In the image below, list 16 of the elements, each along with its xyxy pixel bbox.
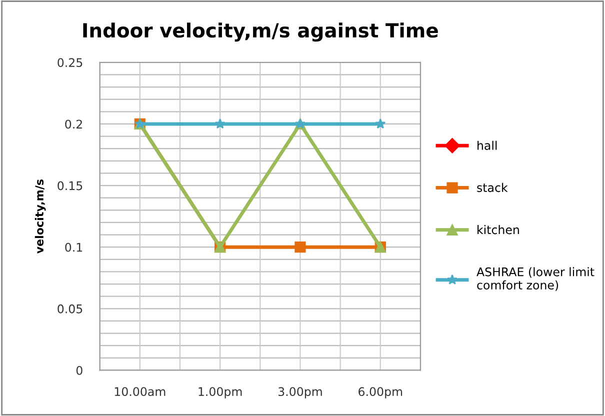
legend-label: ASHRAE (lower limit comfort zone) (476, 267, 594, 291)
y-tick-label: 0.25 (58, 58, 82, 68)
x-tick-label: 6.00pm (358, 387, 402, 398)
y-tick-label: 0.05 (58, 304, 82, 314)
y-tick-label: 0.1 (65, 242, 82, 252)
y-axis-title: velocity,m/s (34, 179, 46, 254)
y-tick-label: 0 (76, 366, 82, 375)
x-tick-label: 3.00pm (278, 387, 322, 398)
chart-title: Indoor velocity,m/s against Time (83, 22, 438, 42)
x-tick-label: 10.00am (114, 387, 166, 396)
y-tick-label: 0.2 (65, 120, 82, 129)
legend-label: hall (478, 140, 497, 150)
legend-label: kitchen (478, 225, 519, 234)
y-tick-label: 0.15 (58, 181, 82, 190)
x-tick-label: 1.00pm (198, 387, 242, 398)
legend-label: stack (477, 182, 508, 192)
